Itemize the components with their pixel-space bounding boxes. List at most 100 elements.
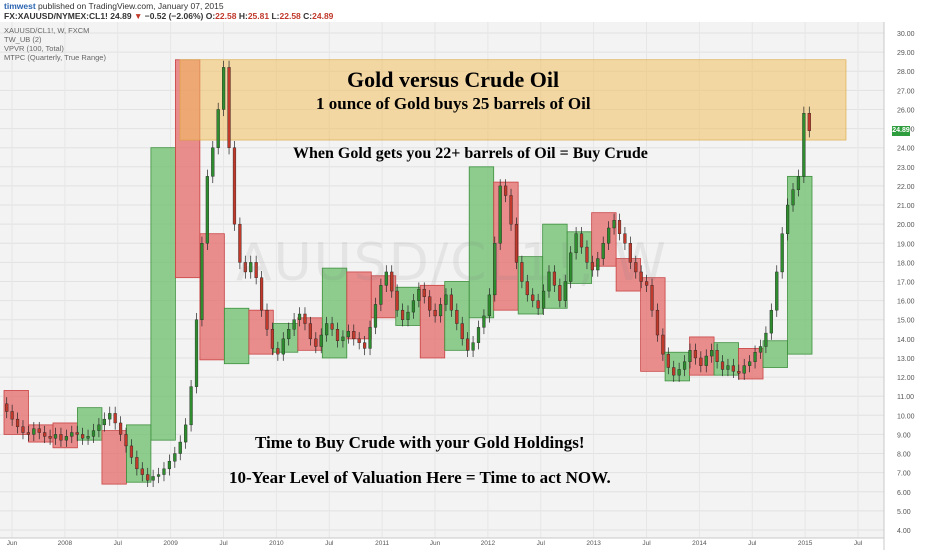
candle-up — [569, 252, 573, 282]
candle-up — [319, 334, 323, 347]
candle-up — [547, 271, 551, 292]
candle-down — [243, 262, 247, 273]
candle-down — [715, 350, 719, 362]
x-tick-label: 2012 — [481, 540, 496, 547]
publish-line: timwest published on TradingView.com, Ja… — [4, 1, 224, 11]
candle-up — [607, 227, 611, 244]
candle-down — [699, 357, 703, 366]
candle-down — [585, 246, 589, 263]
y-tick-label: 5.00 — [897, 509, 911, 516]
candle-up — [53, 434, 58, 439]
candle-up — [438, 304, 443, 317]
candle-up — [249, 262, 253, 273]
quarter-box-down — [28, 424, 54, 443]
candle-up — [189, 386, 193, 426]
candle-down — [693, 350, 698, 359]
candle-down — [308, 323, 312, 340]
high-label: H: — [238, 11, 248, 21]
candle-down — [37, 428, 41, 433]
y-axis[interactable]: 4.00 5.00 6.00 7.00 8.00 9.00 10.00 11.00 12.00 1… — [883, 22, 915, 550]
candle-down — [466, 338, 470, 351]
candle-up — [178, 441, 182, 454]
candle-up — [379, 285, 383, 305]
candle-down — [514, 223, 519, 263]
candle-down — [363, 342, 367, 349]
close-value: 24.89 — [312, 11, 334, 21]
candle-down — [731, 365, 735, 372]
x-axis[interactable]: Jun 2008 Jul 2009 Jul 2010 Jul 2011 Jun 2012 Jul 20… — [0, 537, 884, 547]
y-tick-label: 27.00 — [897, 88, 915, 95]
candle-up — [710, 350, 714, 357]
x-tick-label: Jun — [430, 540, 441, 547]
chart-header: timwest published on TradingView.com, Ja… — [0, 0, 932, 22]
ohlc-line: FX:XAUUSD/NYMEX:CL1! 24.89 ▼ −0.52 (−2.0… — [4, 11, 333, 21]
candle-up — [167, 460, 171, 470]
indicator-tw-ub[interactable]: TW_UB (2) — [4, 35, 42, 44]
indicator-symbol[interactable]: XAUUSD/CL1!, W, FXCM — [4, 26, 90, 35]
quarter-box-up — [787, 175, 813, 355]
open-value: 22.58 — [215, 11, 237, 21]
candle-up — [108, 413, 112, 420]
candle-down — [48, 436, 52, 439]
x-tick-label: 2011 — [375, 540, 389, 547]
candle-up — [97, 424, 101, 431]
candle-up — [194, 319, 199, 387]
candle-down — [531, 294, 535, 301]
candle-up — [205, 176, 209, 244]
candle-up — [86, 436, 90, 439]
candle-up — [341, 336, 345, 341]
close-label: C: — [303, 11, 313, 21]
quarter-box-down — [101, 430, 127, 485]
y-tick-label: 22.00 — [897, 184, 915, 191]
candle-down — [303, 313, 307, 324]
y-tick-label: 26.00 — [897, 107, 915, 114]
candle-up — [498, 185, 502, 244]
low-value: 22.58 — [279, 11, 301, 21]
candle-down — [552, 271, 557, 286]
candle-down — [639, 271, 643, 282]
indicator-mtpc[interactable]: MTPC (Quarterly, True Range) — [4, 53, 106, 62]
symbol-label[interactable]: FX:XAUUSD/NYMEX:CL1! — [4, 11, 108, 21]
candle-up — [726, 365, 730, 370]
indicator-vpvr[interactable]: VPVR (100, Total) — [4, 44, 64, 53]
candle-down — [509, 195, 513, 225]
x-tick-label: Jul — [748, 540, 757, 547]
author-link[interactable]: timwest — [4, 1, 36, 11]
annotation-subtitle: 1 ounce of Gold buys 25 barrels of Oil — [316, 94, 591, 113]
x-tick-label: Jul — [537, 540, 546, 547]
candle-down — [449, 294, 453, 311]
candle-down — [720, 361, 725, 370]
candle-down — [672, 367, 676, 376]
candle-up — [162, 468, 166, 475]
candle-up — [211, 147, 215, 177]
annotation-title: Gold versus Crude Oil — [347, 67, 560, 92]
candle-down — [504, 185, 508, 196]
candle-down — [590, 262, 594, 271]
candle-up — [384, 271, 388, 286]
candle-up — [802, 113, 806, 177]
y-tick-label: 8.00 — [897, 452, 911, 459]
highlight-zone-rect — [179, 59, 847, 141]
candle-up — [601, 243, 605, 259]
candle-down — [21, 426, 25, 433]
candle-down — [26, 432, 31, 435]
candle-up — [612, 220, 616, 229]
candle-up — [444, 294, 448, 305]
candle-down — [455, 309, 459, 324]
candle-down — [558, 285, 562, 301]
quarter-box-down — [493, 181, 519, 311]
candle-down — [661, 334, 665, 355]
candle-up — [406, 311, 410, 320]
y-tick-label: 21.00 — [897, 203, 915, 210]
y-tick-label: 23.00 — [897, 165, 915, 172]
annotation-buy: Time to Buy Crude with your Gold Holding… — [255, 433, 585, 452]
candle-down — [5, 403, 9, 412]
y-tick-label: 7.00 — [897, 471, 911, 478]
candle-up — [417, 288, 421, 301]
candle-down — [525, 281, 529, 296]
chart-area[interactable]: 4.00 5.00 6.00 7.00 8.00 9.00 10.00 11.00 12.00 1… — [0, 22, 932, 550]
y-tick-label: 18.00 — [897, 260, 915, 267]
candle-up — [91, 430, 96, 437]
candle-down — [276, 348, 280, 355]
high-value: 25.81 — [247, 11, 270, 21]
